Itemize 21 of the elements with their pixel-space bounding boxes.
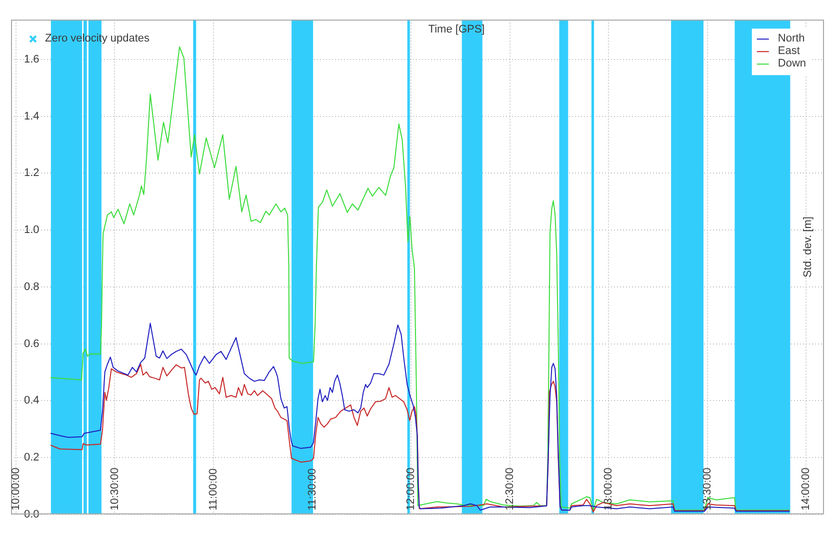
legend-label: Down <box>778 58 806 70</box>
y-tick-label: 0.8 <box>24 280 40 293</box>
x-tick-label: 12:30:00 <box>504 468 516 510</box>
y-tick-label: 0.6 <box>24 338 40 350</box>
x-tick-label: 12:00:00 <box>405 468 418 510</box>
y-axis-title: Std. dev. [m] <box>802 216 814 278</box>
x-tick-label: 11:00:00 <box>208 468 220 510</box>
x-tick-label: 14:00:00 <box>800 468 812 510</box>
y-tick-label: 1.6 <box>24 53 40 66</box>
legend-label: East <box>778 45 800 58</box>
x-tick-label: 13:00:00 <box>602 468 615 510</box>
x-tick-label: 10:30:00 <box>108 468 121 510</box>
x-tick-label: 10:00:00 <box>10 468 22 510</box>
legend-label: North <box>778 32 805 45</box>
y-tick-label: 1.0 <box>24 224 40 236</box>
y-tick-label: 0.4 <box>24 394 40 407</box>
x-tick-label: 11:30:00 <box>306 468 318 510</box>
y-tick-label: 1.2 <box>24 167 40 180</box>
y-tick-label: 0.2 <box>24 452 40 464</box>
x-tick-label: 13:30:00 <box>701 468 714 510</box>
y-tick-label: 1.4 <box>24 110 40 122</box>
